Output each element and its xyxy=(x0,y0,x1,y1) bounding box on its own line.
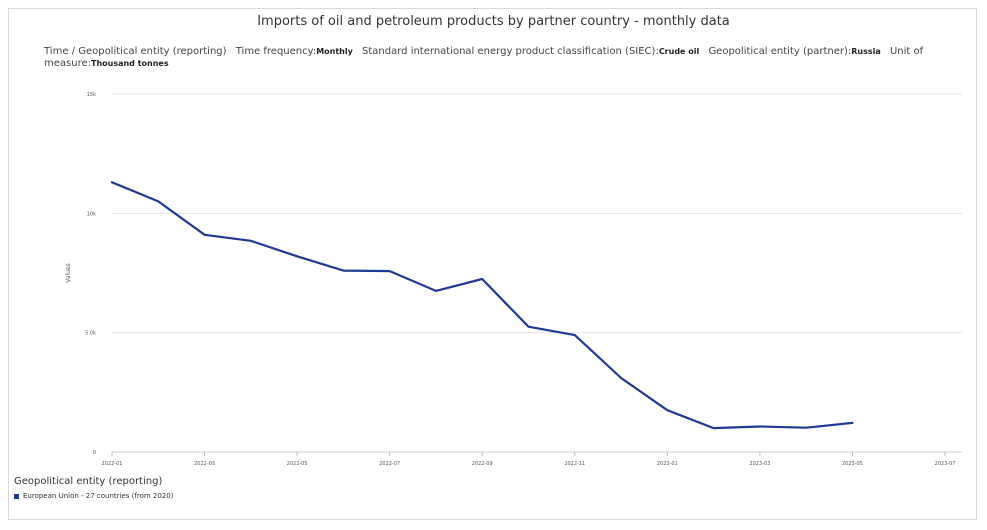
filter-value-unit: Thousand tonnes xyxy=(90,59,169,68)
data-point xyxy=(203,234,206,236)
data-point xyxy=(435,290,437,292)
data-point xyxy=(111,181,113,184)
data-point xyxy=(157,200,160,203)
data-point xyxy=(296,255,298,258)
data-point xyxy=(573,334,576,336)
y-tick-label: 15k xyxy=(87,92,96,98)
y-tick-label: 0 xyxy=(93,450,96,456)
x-tick-label: 2022-09 xyxy=(472,461,493,467)
legend-label: European Union - 27 countries (from 2020… xyxy=(23,492,174,500)
data-point xyxy=(250,239,252,242)
x-tick-label: 2022-07 xyxy=(379,461,400,467)
filter-label-siec: Standard international energy product cl… xyxy=(362,46,659,57)
x-tick-label: 2022-01 xyxy=(102,461,123,467)
filter-label-frequency: Time frequency: xyxy=(235,46,317,57)
data-point xyxy=(388,270,391,272)
filter-label-unit: Unit of measure: xyxy=(44,46,924,69)
data-point xyxy=(527,325,530,328)
filter-value-frequency: Monthly xyxy=(316,47,353,56)
data-point xyxy=(481,278,484,280)
filter-label-reporting: Time / Geopolitical entity (reporting) xyxy=(44,46,227,57)
filter-value-siec: Crude oil xyxy=(658,47,700,56)
chart-filters: Time / Geopolitical entity (reporting) T… xyxy=(44,46,944,70)
y-axis-label: Values xyxy=(65,263,72,283)
legend-title: Geopolitical entity (reporting) xyxy=(14,476,163,487)
data-point xyxy=(620,377,622,379)
x-tick-label: 2023-01 xyxy=(657,461,678,467)
data-point xyxy=(712,427,715,429)
x-tick-label: 2023-07 xyxy=(935,461,956,467)
data-point xyxy=(666,409,669,412)
chart-title: Imports of oil and petroleum products by… xyxy=(257,14,730,29)
filter-label-partner: Geopolitical entity (partner): xyxy=(708,46,852,57)
chart-frame xyxy=(8,8,977,520)
y-tick-label: 10k xyxy=(87,211,96,217)
x-tick-label: 2022-05 xyxy=(287,461,308,467)
data-point xyxy=(805,426,807,429)
data-point xyxy=(342,269,345,272)
x-tick-label: 2022-11 xyxy=(564,461,585,467)
legend-item[interactable]: European Union - 27 countries (from 2020… xyxy=(14,492,173,500)
data-point xyxy=(851,422,854,424)
data-point xyxy=(759,425,761,428)
x-tick-label: 2023-05 xyxy=(842,461,863,467)
filter-value-partner: Russia xyxy=(851,47,881,56)
x-tick-label: 2023-03 xyxy=(749,461,770,467)
y-tick-label: 5.0k xyxy=(85,331,96,337)
legend-swatch xyxy=(14,493,19,499)
series-line xyxy=(110,181,854,430)
x-tick-label: 2022-03 xyxy=(194,461,215,467)
